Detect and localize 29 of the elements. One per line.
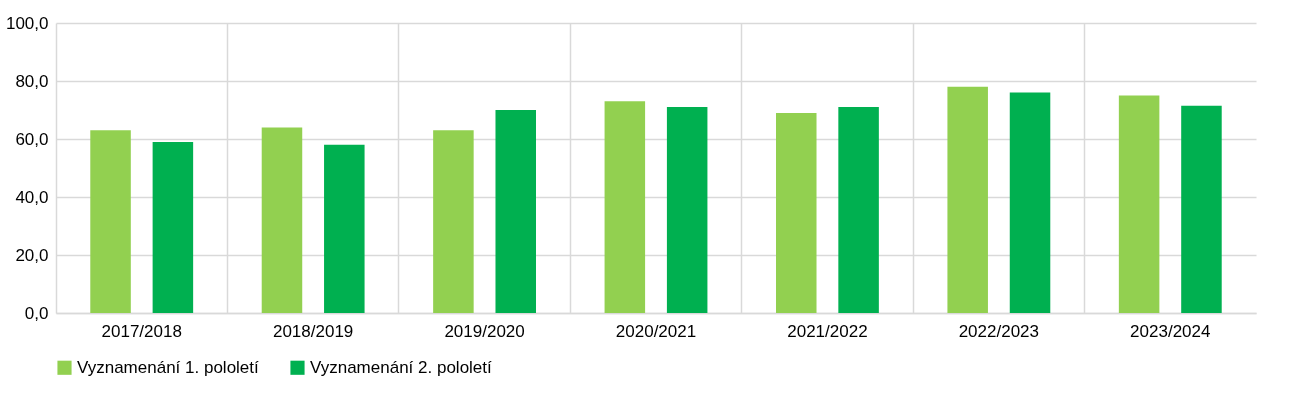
bar (1009, 92, 1051, 313)
bar (838, 107, 879, 313)
x-tick-label: 2018/2019 (272, 321, 354, 341)
y-tick-label: 100,0 (5, 13, 49, 33)
bar (947, 86, 988, 313)
bar (495, 110, 536, 313)
x-tick-label: 2017/2018 (101, 321, 182, 341)
bar (261, 127, 303, 313)
legend-label: Vyznamenání 2. pololetí (310, 357, 493, 377)
y-tick-label: 60,0 (15, 129, 49, 149)
bar (604, 101, 646, 313)
bar (324, 144, 365, 313)
y-tick-label: 20,0 (15, 245, 49, 265)
bar (1118, 95, 1160, 313)
bar (90, 130, 131, 313)
y-tick-label: 40,0 (15, 187, 49, 207)
bar (433, 130, 474, 313)
x-tick-label: 2023/2024 (1130, 321, 1211, 341)
legend-label: Vyznamenání 1. pololetí (77, 357, 260, 377)
bar (1181, 105, 1222, 313)
x-tick-label: 2020/2021 (615, 321, 697, 341)
bar (776, 112, 817, 313)
y-tick-label: 80,0 (15, 71, 49, 91)
x-tick-label: 2021/2022 (787, 321, 868, 341)
x-tick-label: 2022/2023 (958, 321, 1040, 341)
x-tick-label: 2019/2020 (444, 321, 525, 341)
bar (666, 107, 708, 313)
bar (152, 141, 194, 313)
y-tick-label: 0,0 (24, 303, 49, 323)
